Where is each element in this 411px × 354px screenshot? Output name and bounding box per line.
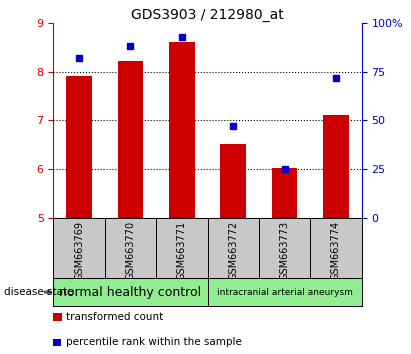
Text: transformed count: transformed count (66, 312, 163, 322)
Text: GSM663771: GSM663771 (177, 221, 187, 280)
Bar (220, 144, 246, 218)
Point (76, 55, 82, 61)
Point (127, 44, 134, 49)
Point (178, 34, 185, 40)
Text: GSM663774: GSM663774 (331, 221, 341, 280)
Bar (169, 41, 195, 218)
Title: GDS3903 / 212980_at: GDS3903 / 212980_at (131, 8, 284, 22)
Text: GSM663769: GSM663769 (74, 221, 84, 280)
Point (333, 75, 339, 80)
Text: percentile rank within the sample: percentile rank within the sample (66, 337, 242, 347)
Text: normal healthy control: normal healthy control (60, 286, 201, 298)
Text: intracranial arterial aneurysm: intracranial arterial aneurysm (217, 287, 353, 297)
Point (230, 124, 237, 129)
Bar (323, 115, 349, 218)
Bar (272, 168, 298, 218)
Text: GSM663770: GSM663770 (125, 221, 136, 280)
Text: GSM663772: GSM663772 (228, 221, 238, 280)
Bar (118, 61, 143, 218)
Bar (53, 278, 208, 306)
Point (281, 166, 288, 172)
Text: GSM663773: GSM663773 (279, 221, 290, 280)
Text: disease state: disease state (4, 287, 74, 297)
Bar (208, 278, 362, 306)
Bar (66, 76, 92, 218)
